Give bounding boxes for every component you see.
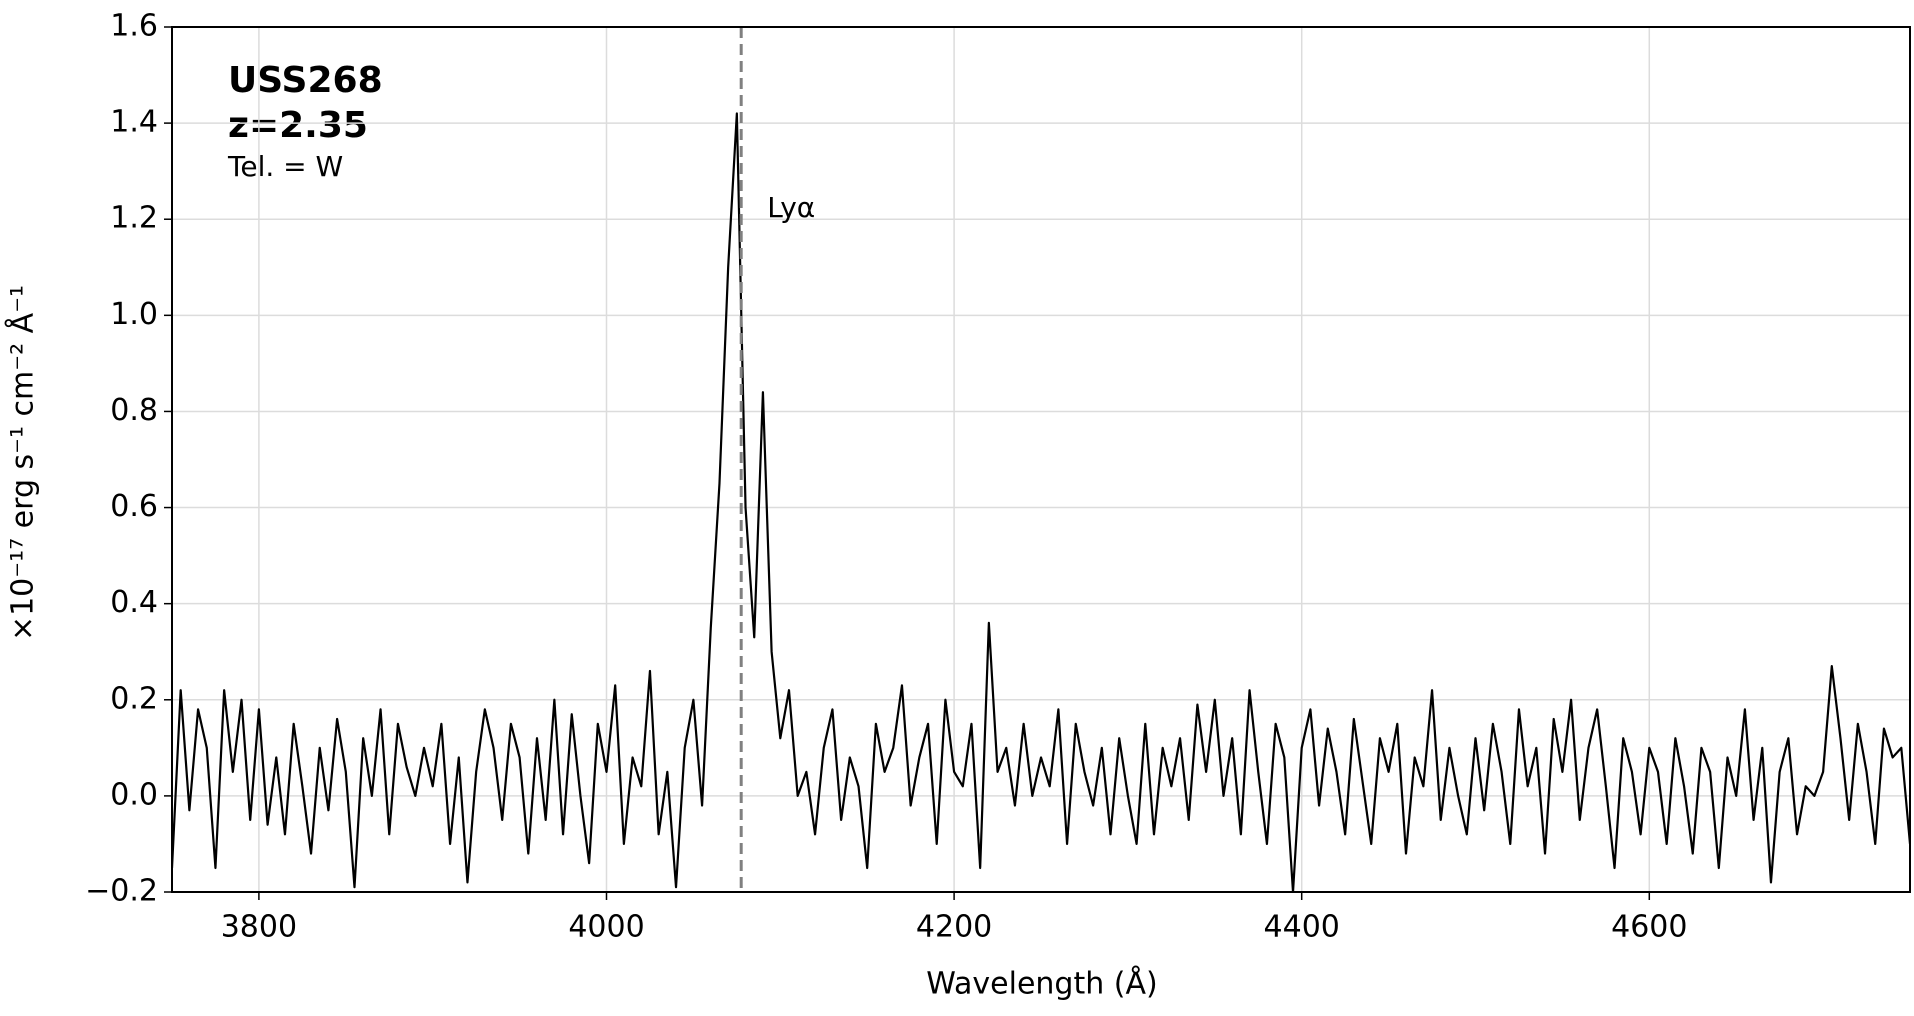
y-axis-label: ×10⁻¹⁷ erg s⁻¹ cm⁻² Å⁻¹ <box>5 285 41 641</box>
y-tick-label: 1.4 <box>110 105 158 140</box>
reference-label: Lyα <box>767 191 815 224</box>
y-tick-label: 1.2 <box>110 201 158 236</box>
y-tick-label: 1.0 <box>110 297 158 332</box>
y-tick-label: 0.8 <box>110 393 158 428</box>
y-tick-label: 0.0 <box>110 777 158 812</box>
y-tick-label: 0.6 <box>110 489 158 524</box>
annotation: USS268 <box>228 60 383 101</box>
annotation: z=2.35 <box>228 105 368 146</box>
y-tick-label: −0.2 <box>85 874 158 909</box>
annotation: Tel. = W <box>227 150 343 183</box>
x-tick-label: 4000 <box>568 910 644 945</box>
y-tick-label: 1.6 <box>110 9 158 44</box>
x-tick-label: 4200 <box>916 910 992 945</box>
plot-frame <box>171 26 1911 893</box>
x-tick-label: 4400 <box>1264 910 1340 945</box>
x-tick-label: 4600 <box>1611 910 1687 945</box>
spectrum-line <box>172 112 1910 892</box>
x-axis-label: Wavelength (Å) <box>926 966 1157 1002</box>
y-tick-label: 0.2 <box>110 681 158 716</box>
y-tick-label: 0.4 <box>110 585 158 620</box>
x-tick-label: 3800 <box>221 910 297 945</box>
